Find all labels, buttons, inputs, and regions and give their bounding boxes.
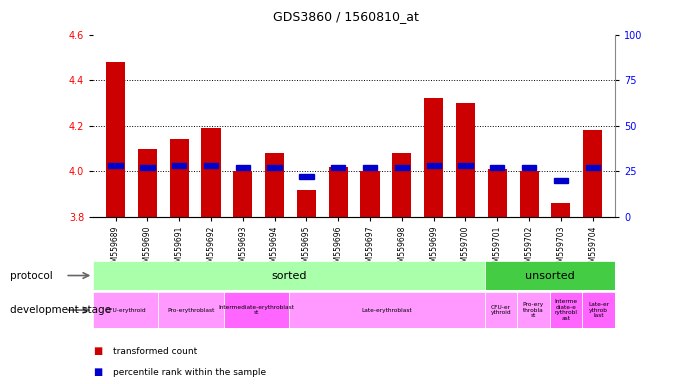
Bar: [520, 171, 539, 217]
Bar: [108, 163, 123, 169]
Bar: [522, 165, 536, 170]
Text: unsorted: unsorted: [525, 270, 575, 281]
Bar: [106, 62, 125, 217]
Bar: [236, 165, 250, 170]
Text: protocol: protocol: [10, 270, 53, 281]
Bar: [551, 203, 571, 217]
Bar: [585, 165, 600, 170]
Bar: [484, 292, 517, 328]
Text: Intermediate-erythroblast
st: Intermediate-erythroblast st: [218, 305, 294, 315]
Bar: [265, 153, 284, 217]
Text: Pro-erythroblast: Pro-erythroblast: [167, 308, 215, 313]
Bar: [392, 153, 411, 217]
Bar: [488, 169, 507, 217]
Bar: [172, 163, 187, 169]
Bar: [204, 163, 218, 169]
Bar: [583, 292, 615, 328]
Text: Pro-ery
throbla
st: Pro-ery throbla st: [523, 302, 544, 318]
Bar: [140, 165, 155, 170]
Bar: [93, 292, 158, 328]
Bar: [138, 149, 157, 217]
Bar: [361, 171, 379, 217]
Bar: [517, 292, 550, 328]
Bar: [234, 171, 252, 217]
Text: Interme
diate-e
rythrobl
ast: Interme diate-e rythrobl ast: [554, 300, 578, 321]
Text: GDS3860 / 1560810_at: GDS3860 / 1560810_at: [272, 10, 419, 23]
Bar: [456, 103, 475, 217]
Text: transformed count: transformed count: [113, 347, 197, 356]
Bar: [363, 165, 377, 170]
Bar: [458, 163, 473, 169]
Bar: [329, 167, 348, 217]
Bar: [331, 165, 346, 170]
Bar: [169, 139, 189, 217]
Text: CFU-er
ythroid: CFU-er ythroid: [491, 305, 511, 315]
Bar: [93, 261, 484, 290]
Bar: [202, 128, 220, 217]
Text: CFU-erythroid: CFU-erythroid: [106, 308, 146, 313]
Bar: [484, 261, 615, 290]
Bar: [267, 165, 282, 170]
Bar: [395, 165, 409, 170]
Text: sorted: sorted: [271, 270, 307, 281]
Text: Late-erythroblast: Late-erythroblast: [361, 308, 412, 313]
Text: Late-er
ythrob
last: Late-er ythrob last: [588, 302, 609, 318]
Bar: [490, 165, 504, 170]
Text: ■: ■: [93, 346, 102, 356]
Bar: [289, 292, 484, 328]
Bar: [550, 292, 583, 328]
Bar: [224, 292, 289, 328]
Bar: [553, 178, 568, 183]
Text: ■: ■: [93, 367, 102, 377]
Bar: [299, 174, 314, 179]
Bar: [424, 98, 443, 217]
Bar: [583, 130, 603, 217]
Bar: [297, 190, 316, 217]
Bar: [158, 292, 224, 328]
Bar: [426, 163, 441, 169]
Text: development stage: development stage: [10, 305, 111, 315]
Text: percentile rank within the sample: percentile rank within the sample: [113, 368, 266, 377]
